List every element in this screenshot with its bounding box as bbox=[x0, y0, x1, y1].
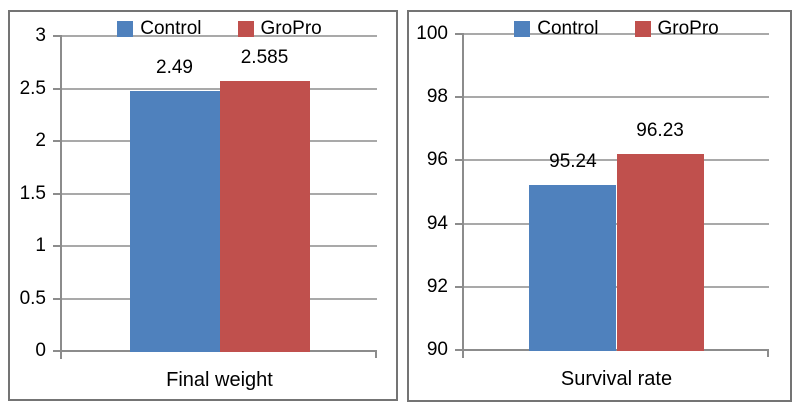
legend-label-gropro: GroPro bbox=[657, 18, 719, 39]
y-axis-tick bbox=[53, 140, 62, 142]
gropro-swatch-icon bbox=[237, 21, 254, 37]
y-axis-tick-label: 92 bbox=[426, 275, 448, 297]
y-axis-tick-label: 100 bbox=[416, 23, 448, 44]
gridline bbox=[62, 35, 377, 37]
x-axis-title: Final weight bbox=[166, 369, 273, 391]
y-axis-tick-label: 1 bbox=[35, 235, 46, 256]
control-swatch-icon bbox=[117, 21, 134, 37]
bar-control bbox=[129, 90, 220, 352]
legend: Control GroPro bbox=[464, 14, 769, 44]
y-axis-tick-label: 96 bbox=[426, 149, 448, 171]
chart-panel-survival-rate: Control GroPro 90 92 94 96 98 100 95.24 96.23 S… bbox=[407, 10, 792, 402]
x-axis-end-tick bbox=[767, 349, 769, 357]
y-axis-tick bbox=[53, 245, 62, 247]
legend-label-gropro: GroPro bbox=[260, 18, 322, 39]
y-axis-tick bbox=[455, 96, 464, 99]
bar-gropro bbox=[616, 154, 704, 351]
legend-label-control: Control bbox=[140, 18, 202, 39]
y-axis-tick-label: 94 bbox=[426, 212, 448, 234]
x-axis-end-tick bbox=[375, 350, 377, 358]
data-label-control: 95.24 bbox=[549, 151, 597, 173]
legend-label-control: Control bbox=[537, 18, 599, 39]
y-axis-tick-label: 0.5 bbox=[19, 287, 46, 309]
y-axis-tick-label: 98 bbox=[426, 86, 448, 108]
y-axis-tick-label: 90 bbox=[426, 339, 448, 360]
plot-area: 0 0.5 1 1.5 2 2.5 3 2.49 2.585 bbox=[20, 26, 377, 361]
y-axis-line bbox=[462, 35, 464, 358]
chart-panel-final-weight: Control GroPro 0 0.5 1 1.5 2 2.5 3 2.49 2.585 Fi… bbox=[8, 10, 398, 401]
y-axis-tick bbox=[53, 35, 62, 37]
control-swatch-icon bbox=[514, 21, 531, 37]
y-axis-tick bbox=[455, 159, 464, 162]
legend-item-control: Control bbox=[514, 18, 599, 40]
y-axis-tick-label: 3 bbox=[35, 25, 46, 46]
legend-item-control: Control bbox=[117, 18, 202, 40]
gridline bbox=[464, 33, 769, 35]
legend-item-gropro: GroPro bbox=[237, 18, 322, 40]
gropro-swatch-icon bbox=[634, 21, 651, 37]
y-axis-tick bbox=[53, 192, 62, 195]
y-axis-line bbox=[60, 37, 62, 359]
y-axis-tick-label: 2 bbox=[35, 130, 46, 151]
y-axis-tick bbox=[455, 33, 464, 35]
y-axis-tick bbox=[53, 297, 62, 300]
bar-control bbox=[529, 185, 617, 351]
x-axis-title: Survival rate bbox=[560, 368, 673, 390]
legend-item-gropro: GroPro bbox=[634, 18, 719, 40]
y-axis-tick bbox=[455, 222, 464, 225]
y-axis-tick bbox=[53, 87, 62, 90]
data-label-gropro: 96.23 bbox=[636, 120, 684, 142]
y-axis-tick-label: 0 bbox=[35, 340, 46, 361]
plot-area: 90 92 94 96 98 100 95.24 96.23 bbox=[416, 24, 769, 360]
y-axis-tick-label: 1.5 bbox=[19, 182, 46, 204]
bar-gropro bbox=[219, 80, 310, 352]
data-label-control: 2.49 bbox=[156, 56, 193, 78]
gridline bbox=[464, 96, 769, 99]
data-label-gropro: 2.585 bbox=[240, 46, 289, 68]
y-axis-tick-label: 2.5 bbox=[19, 77, 46, 99]
legend: Control GroPro bbox=[62, 14, 377, 44]
y-axis-tick bbox=[455, 285, 464, 288]
